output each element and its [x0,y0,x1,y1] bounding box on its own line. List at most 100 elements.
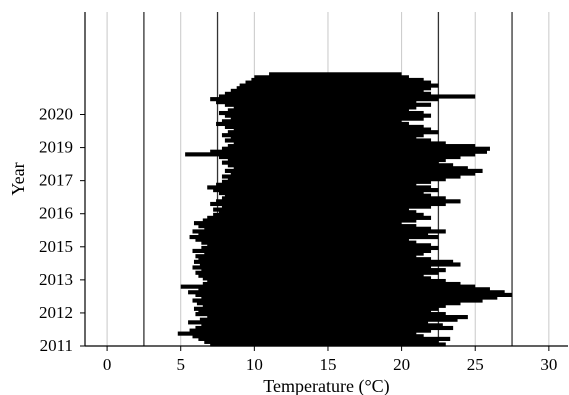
temperature-bar [207,278,446,284]
temperature-bar [192,265,432,270]
temperature-bar [195,325,454,331]
temperature-range-bars [177,72,513,347]
temperature-bar [230,116,424,121]
temperature-bar [201,295,498,300]
temperature-bar [219,210,417,215]
temperature-bar [227,163,454,168]
temperature-bar [224,138,432,143]
temperature-bar [221,133,424,138]
temperature-bar [207,243,432,248]
temperature-bar [210,149,488,154]
y-tick-label: 2016 [39,204,73,223]
temperature-bar [202,281,461,287]
temperature-bar [195,270,439,275]
temperature-bar [216,121,409,127]
temperature-bar [230,88,424,93]
temperature-bar [213,212,424,217]
y-tick-label: 2015 [39,237,73,256]
temperature-bar [188,290,505,295]
temperature-bar [224,124,424,130]
temperature-bar [193,221,402,226]
y-tick-label: 2017 [39,171,74,190]
temperature-bar [189,328,432,333]
temperature-bar [221,160,439,165]
temperature-bar [236,86,432,91]
temperature-bar [193,306,439,311]
temperature-bar [198,273,424,278]
temperature-bar [254,75,409,80]
temperature-bar [185,152,476,157]
temperature-bar [192,298,483,303]
temperature-bar [195,312,446,317]
temperature-bar [221,119,402,124]
temperature-bar [210,342,446,347]
temperature-bar [201,245,439,251]
temperature-bar [210,97,439,102]
temperature-bar [221,204,432,209]
temperature-bar [216,100,417,105]
temperature-bar [199,317,458,322]
temperature-bar [202,276,432,281]
temperature-bar [192,248,432,254]
temperature-bar [251,77,424,83]
temperature-bar [188,320,429,325]
temperature-bar [204,251,424,256]
y-tick-label: 2012 [39,303,73,322]
x-tick-label: 10 [246,355,263,374]
y-tick-label: 2011 [40,336,73,355]
temperature-bar [201,240,417,245]
temperature-bar [213,207,409,212]
temperature-bar [204,226,432,231]
temperature-bar [230,171,476,176]
x-tick-labels: 0 5 10 15 20 25 30 [103,346,557,374]
temperature-bar [219,110,424,116]
temperature-bar [224,168,483,173]
temperature-bar [227,177,446,182]
temperature-bar [227,144,476,149]
x-tick-label: 15 [319,355,336,374]
temperature-bar [202,303,446,308]
x-tick-label: 25 [467,355,484,374]
temperature-bar [233,127,432,132]
x-tick-label: 0 [103,355,112,374]
temperature-bar [195,237,409,242]
temperature-bar [227,108,409,113]
temperature-bar [195,292,513,297]
temperature-bar [221,179,432,184]
x-axis-title: Temperature (°C) [263,376,389,395]
temperature-bar [224,113,432,118]
temperature-bar [233,141,446,146]
temperature-bar [221,174,461,179]
temperature-bar [198,224,417,229]
y-tick-labels: 2011 2012 2013 2015 2016 2017 2019 2020 [39,105,85,355]
temperature-bar [230,135,417,140]
temperature-bar [213,188,439,193]
temperature-bar [207,215,432,220]
temperature-bar [227,157,446,163]
temperature-bar [216,199,461,204]
temperature-bar [198,232,429,237]
temperature-bar [269,72,402,77]
temperature-bar [239,83,439,88]
temperature-bar [221,146,490,151]
temperature-bar [233,166,468,171]
temperature-bar [198,257,432,262]
temperature-bar [193,259,454,264]
temperature-bar [198,309,432,314]
temperature-bar [224,102,432,107]
y-tick-label: 2020 [39,105,73,124]
temperature-bar [224,193,432,198]
y-axis-title: Year [8,162,28,195]
temperature-bar [192,229,446,234]
x-tick-label: 5 [176,355,185,374]
temperature-bar [216,182,417,187]
x-tick-label: 20 [393,355,410,374]
temperature-bar [199,262,461,267]
temperature-bar [180,284,476,289]
temperature-bar [201,268,446,273]
temperature-bar [219,191,424,196]
temperature-bar [221,196,446,201]
temperature-bar [198,336,451,341]
temperature-bar [207,185,432,190]
